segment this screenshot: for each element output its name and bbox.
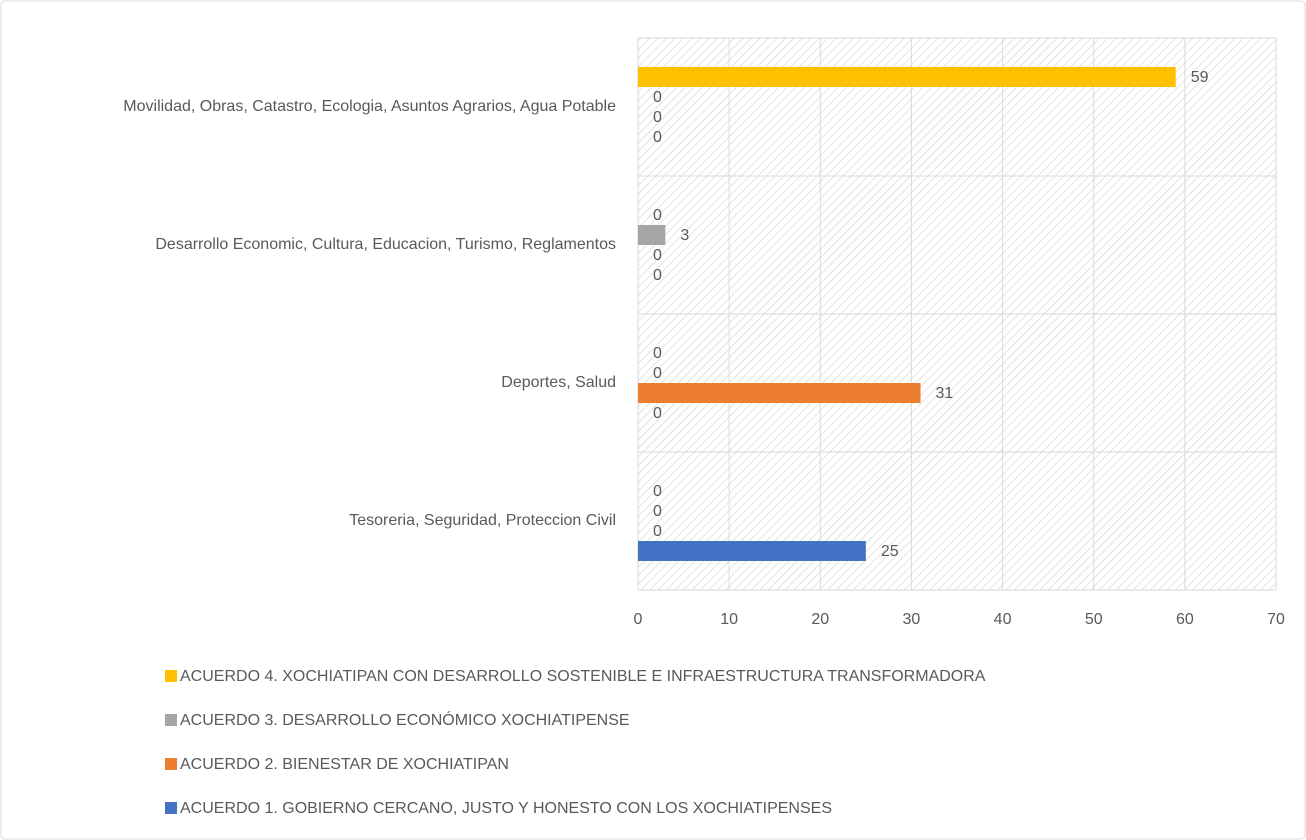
legend-label: ACUERDO 3. DESARROLLO ECONÓMICO XOCHIATI… [180, 710, 630, 729]
legend-label: ACUERDO 2. BIENESTAR DE XOCHIATIPAN [180, 756, 509, 773]
data-label: 0 [653, 523, 662, 540]
data-label: 31 [936, 385, 954, 402]
data-label: 59 [1191, 69, 1209, 86]
data-label: 0 [653, 503, 662, 520]
data-label: 0 [653, 89, 662, 106]
data-label: 3 [680, 227, 689, 244]
y-tick-label: Desarrollo Economic, Cultura, Educacion,… [155, 236, 616, 253]
x-tick-label: 50 [1085, 611, 1103, 628]
legend-swatch [165, 802, 177, 814]
y-tick-label: Movilidad, Obras, Catastro, Ecologia, As… [123, 98, 616, 115]
legend-swatch [165, 670, 177, 682]
data-label: 0 [653, 405, 662, 422]
bar [638, 225, 666, 245]
x-tick-label: 0 [634, 611, 643, 628]
x-tick-label: 60 [1176, 611, 1194, 628]
legend-label: ACUERDO 1. GOBIERNO CERCANO, JUSTO Y HON… [180, 800, 832, 817]
y-tick-label: Tesoreria, Seguridad, Proteccion Civil [349, 512, 616, 529]
data-label: 0 [653, 207, 662, 224]
x-tick-label: 10 [720, 611, 738, 628]
data-label: 0 [653, 247, 662, 264]
x-tick-label: 20 [811, 611, 829, 628]
legend-label: ACUERDO 4. XOCHIATIPAN CON DESARROLLO SO… [180, 668, 986, 685]
x-tick-label: 30 [903, 611, 921, 628]
legend-swatch [165, 714, 177, 726]
bar [638, 67, 1176, 87]
data-label: 0 [653, 109, 662, 126]
legend-swatch [165, 758, 177, 770]
x-tick-label: 40 [994, 611, 1012, 628]
bar [638, 541, 866, 561]
y-tick-label: Deportes, Salud [501, 374, 616, 391]
data-label: 0 [653, 129, 662, 146]
data-label: 25 [881, 543, 899, 560]
data-label: 0 [653, 267, 662, 284]
data-label: 0 [653, 365, 662, 382]
data-label: 0 [653, 345, 662, 362]
data-label: 0 [653, 483, 662, 500]
x-tick-label: 70 [1267, 611, 1285, 628]
bar [638, 383, 921, 403]
